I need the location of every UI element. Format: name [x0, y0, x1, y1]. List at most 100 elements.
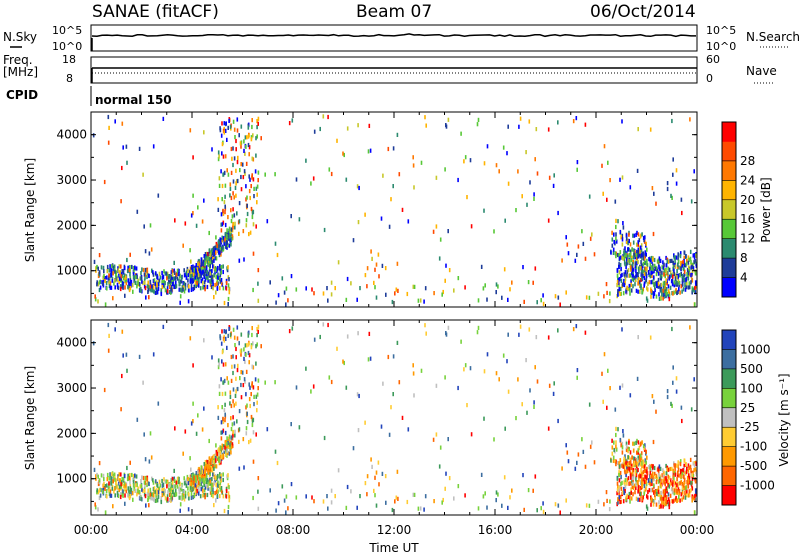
data-point	[190, 485, 192, 490]
data-point	[626, 285, 628, 290]
data-point	[211, 269, 213, 274]
data-point	[238, 219, 241, 224]
data-point	[179, 487, 182, 492]
data-point	[208, 481, 211, 486]
data-point	[643, 480, 646, 485]
data-point	[99, 285, 102, 290]
data-point	[217, 448, 220, 453]
data-point	[112, 479, 114, 484]
data-point	[169, 284, 171, 289]
data-point	[618, 461, 620, 466]
data-point	[226, 450, 229, 456]
data-point	[104, 278, 106, 283]
data-point	[639, 254, 642, 259]
data-point	[656, 280, 659, 285]
data-point	[627, 455, 629, 460]
data-point	[627, 446, 629, 451]
data-point	[220, 486, 223, 491]
data-point	[148, 503, 150, 508]
data-point	[694, 285, 696, 290]
data-point	[171, 272, 174, 277]
data-point	[98, 478, 101, 483]
data-point	[540, 298, 542, 303]
data-point	[221, 443, 224, 448]
data-point	[118, 487, 120, 493]
colorbar-tick-label: -25	[740, 420, 760, 434]
data-point	[671, 466, 673, 471]
data-point	[377, 252, 380, 257]
data-point	[221, 121, 223, 126]
data-point	[225, 488, 228, 494]
data-point	[274, 172, 276, 177]
x-tick-label: 20:00	[579, 523, 614, 537]
data-point	[108, 488, 110, 493]
data-point	[155, 285, 157, 290]
data-point	[656, 259, 659, 264]
data-point	[182, 489, 185, 494]
data-point	[161, 270, 163, 276]
data-point	[152, 270, 154, 275]
data-point	[166, 497, 169, 502]
data-point	[690, 481, 692, 486]
data-point	[196, 267, 199, 272]
data-point	[237, 363, 239, 368]
data-point	[617, 276, 619, 281]
data-point	[233, 213, 236, 218]
data-point	[653, 399, 655, 404]
data-point	[112, 265, 115, 270]
data-point	[219, 126, 221, 131]
data-point	[482, 286, 485, 291]
data-point	[396, 469, 399, 474]
data-point	[277, 501, 280, 506]
data-point	[125, 485, 127, 491]
data-point	[677, 252, 679, 257]
data-point	[129, 280, 132, 285]
velocity-scatter-marks	[92, 322, 698, 515]
data-point	[631, 247, 633, 252]
data-point	[112, 473, 115, 478]
data-point	[117, 268, 119, 273]
data-point	[646, 495, 649, 500]
data-point	[654, 285, 656, 290]
data-point	[390, 197, 392, 202]
data-point	[664, 274, 666, 279]
data-point	[156, 498, 159, 503]
data-point	[633, 456, 635, 461]
data-point	[226, 266, 228, 271]
data-point	[290, 482, 293, 487]
data-point	[235, 355, 237, 360]
data-point	[613, 440, 615, 445]
data-point	[266, 427, 269, 432]
data-point	[219, 264, 221, 269]
data-point	[164, 288, 167, 293]
data-point	[680, 197, 683, 202]
data-point	[687, 479, 690, 484]
data-point	[222, 154, 225, 159]
data-point	[149, 492, 152, 497]
data-point	[186, 481, 188, 486]
data-point	[256, 184, 259, 189]
data-point	[112, 296, 114, 301]
data-point	[184, 490, 187, 495]
data-point	[683, 485, 686, 490]
data-point	[626, 269, 629, 274]
data-point	[657, 277, 660, 283]
data-point	[230, 435, 233, 440]
data-point	[240, 332, 243, 337]
data-point	[620, 486, 623, 491]
data-point	[651, 273, 653, 278]
data-point	[625, 460, 627, 465]
data-point	[615, 447, 618, 452]
data-point	[547, 426, 550, 431]
data-point	[152, 278, 155, 284]
data-point	[199, 269, 201, 274]
data-point	[221, 142, 224, 147]
data-point	[328, 375, 331, 380]
data-point	[620, 278, 623, 283]
data-point	[420, 368, 423, 373]
data-point	[176, 276, 179, 281]
data-point	[173, 468, 175, 473]
data-point	[285, 494, 288, 499]
data-point	[654, 474, 656, 479]
